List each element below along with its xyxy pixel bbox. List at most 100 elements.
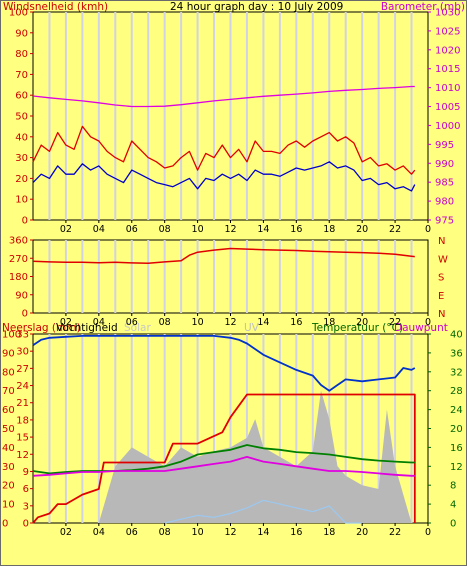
hum-tick-label-5: 15 [16,433,29,444]
compass-label-0: N [438,236,445,247]
baro-tick-label-4: 995 [435,140,454,151]
series-p1-1 [32,161,416,192]
hum-tick-label-6: 18 [16,415,29,426]
hum-tick-label-9: 27 [16,364,29,375]
x-tick-label-3-4: 10 [192,527,204,538]
baro-tick-label-11: 1030 [435,8,460,19]
temp-tick-label-7: 28 [450,386,463,397]
rain-tick-label-9: 90 [2,348,15,359]
series-p3-5 [164,499,363,524]
baro-tick-label-0: 975 [435,216,454,227]
y-tick-label-1-10: 100 [9,8,28,19]
x-tick-label-1-9: 20 [356,224,368,235]
temp-tick-label-5: 20 [450,424,463,435]
y-tick-label-1-3: 30 [15,153,28,164]
x-tick-label-3-0: 02 [60,527,72,538]
rain-tick-label-3: 30 [2,462,15,473]
temp-tick-label-1: 4 [450,500,456,511]
x-tick-label-2-10: 22 [389,317,401,328]
hum-tick-label-8: 24 [16,381,29,392]
series-p1-0 [32,125,416,175]
x-tick-label-2-11: 0 [425,317,431,328]
x-tick-label-2-1: 04 [93,317,105,328]
hum-tick-label-4: 12 [16,450,29,461]
temp-tick-label-10: 40 [450,330,463,341]
x-tick-label-3-6: 14 [257,527,269,538]
x-tick-label-1-4: 10 [192,224,204,235]
series-p3-1 [32,393,416,524]
uv-title: UV [244,322,260,334]
hum-tick-label-1: 3 [23,501,29,512]
rain-tick-label-0: 0 [2,519,8,530]
temp-tick-label-2: 8 [450,481,456,492]
baro-tick-label-5: 1000 [435,121,460,132]
hum-tick-label-0: 0 [23,519,29,530]
y-tick-label-2-1: 90 [15,290,28,301]
x-tick-label-1-10: 22 [389,224,401,235]
x-tick-label-3-1: 04 [93,527,105,538]
wind-speed-title: Windsnelheid (kmh) [3,1,108,13]
rain-tick-label-7: 70 [2,386,15,397]
rain-tick-label-6: 60 [2,405,15,416]
x-tick-label-2-3: 08 [159,317,171,328]
x-tick-label-1-2: 06 [126,224,138,235]
compass-label-3: E [438,291,444,302]
series-p1-2 [32,85,415,108]
temp-tick-label-3: 12 [450,462,463,473]
x-tick-label-3-2: 06 [126,527,138,538]
temp-tick-label-0: 0 [450,519,456,530]
x-tick-label-1-5: 12 [224,224,236,235]
temp-tick-label-9: 36 [450,348,463,359]
x-tick-label-1-0: 02 [60,224,72,235]
rain-tick-label-4: 40 [2,443,15,454]
y-tick-label-2-2: 180 [9,272,28,283]
baro-tick-label-7: 1010 [435,83,460,94]
x-tick-label-3-3: 08 [159,527,171,538]
y-tick-label-1-7: 70 [15,70,28,81]
x-tick-label-2-6: 14 [257,317,269,328]
barometer-title: Barometer (mb) [381,1,465,13]
x-tick-label-1-1: 04 [93,224,105,235]
rain-tick-label-2: 20 [2,481,15,492]
temp-tick-label-8: 32 [450,367,463,378]
compass-label-4: N [438,309,445,320]
temperature-title: Temperatuur (°C) [311,322,403,334]
y-tick-label-1-8: 80 [15,49,28,60]
temp-tick-label-4: 16 [450,443,463,454]
baro-tick-label-2: 985 [435,178,454,189]
baro-tick-label-9: 1020 [435,45,460,56]
rain-tick-label-8: 80 [2,367,15,378]
solar-title: Solar [124,322,151,334]
graph-title: 24 hour graph day : 10 July 2009 [170,1,343,13]
y-tick-label-2-0: 0 [22,309,28,320]
y-tick-label-1-2: 20 [15,174,28,185]
dewpoint-title: Dauwpunt [394,322,448,334]
series-p3-3 [32,455,415,477]
x-tick-label-1-3: 08 [159,224,171,235]
y-tick-label-1-4: 40 [15,132,28,143]
x-tick-label-2-5: 12 [224,317,236,328]
rain-tick-label-10: 100 [2,330,21,341]
x-tick-label-1-11: 0 [425,224,431,235]
y-tick-label-2-3: 270 [9,254,28,265]
y-tick-label-1-5: 50 [15,112,28,123]
x-tick-label-2-9: 20 [356,317,368,328]
baro-tick-label-8: 1015 [435,64,460,75]
x-tick-label-2-4: 10 [192,317,204,328]
x-tick-label-3-10: 22 [389,527,401,538]
x-tick-label-3-5: 12 [224,527,236,538]
y-tick-label-1-0: 0 [22,216,28,227]
temp-tick-label-6: 24 [450,405,463,416]
baro-tick-label-1: 980 [435,197,454,208]
series-p3-2 [32,444,415,475]
baro-tick-label-6: 1005 [435,102,460,113]
compass-label-2: S [438,273,444,284]
baro-tick-label-10: 1025 [435,26,460,37]
x-tick-label-3-8: 18 [323,527,335,538]
y-tick-label-1-6: 60 [15,91,28,102]
baro-tick-label-3: 990 [435,159,454,170]
x-tick-label-2-2: 06 [126,317,138,328]
x-tick-label-3-9: 20 [356,527,368,538]
y-tick-label-1-9: 90 [15,28,28,39]
rain-tick-label-1: 10 [2,500,15,511]
